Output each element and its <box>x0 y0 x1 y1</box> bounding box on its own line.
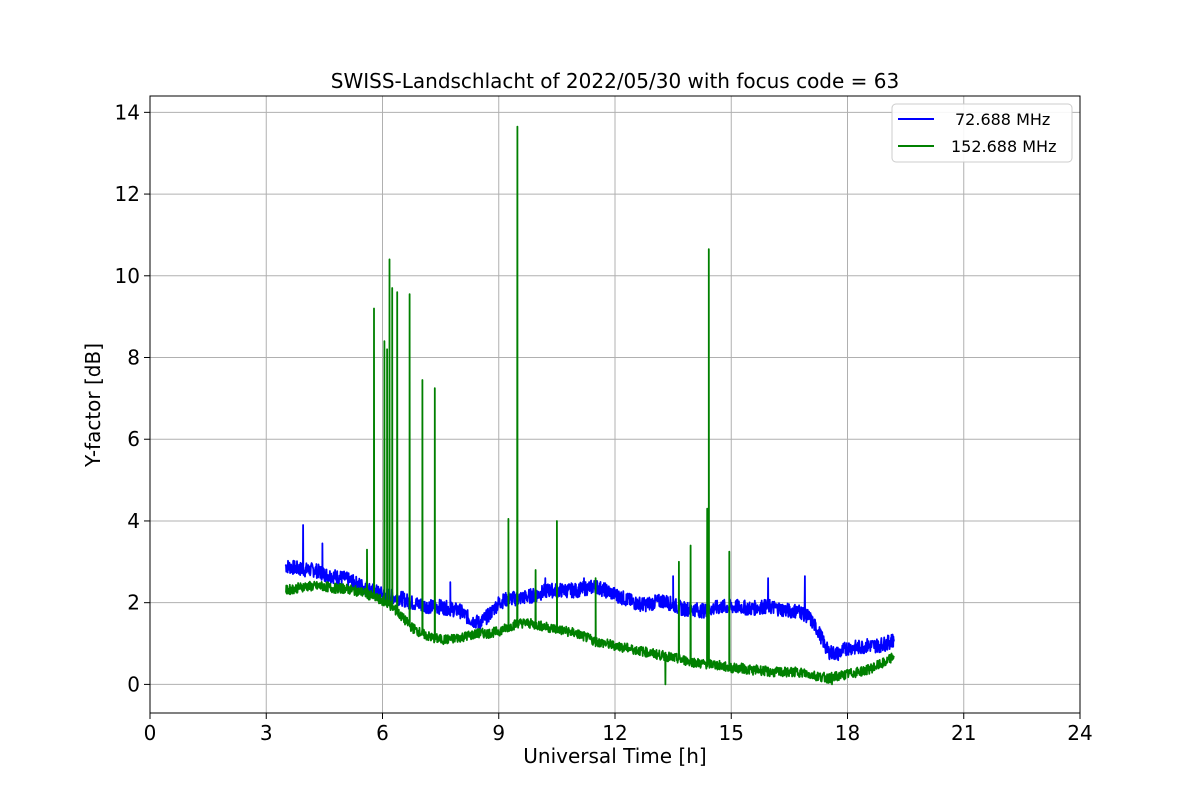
legend: 72.688 MHz 152.688 MHz <box>891 103 1073 163</box>
y-tick-label: 12 <box>115 182 140 206</box>
peak-point-152-688-mhz <box>421 379 423 381</box>
peak-point-152-688-mhz <box>690 544 692 547</box>
peak-point-152-688-mhz <box>556 520 558 522</box>
peak-point-72-688-mhz <box>449 581 451 583</box>
y-axis-title: Y-factor [dB] <box>81 343 105 468</box>
series-line-152-688-mhz <box>285 125 895 686</box>
x-tick-label: 24 <box>1067 721 1092 745</box>
peak-point-152-688-mhz <box>391 287 393 289</box>
peak-point-72-688-mhz <box>583 577 585 579</box>
chart-title: SWISS-Landschlacht of 2022/05/30 with fo… <box>331 69 899 93</box>
peak-point-72-688-mhz <box>767 577 769 579</box>
peak-point-152-688-mhz <box>388 258 391 260</box>
y-axis-ticks: 0 2 4 6 8 10 12 14 <box>115 100 150 696</box>
legend-label-152-688-mhz: 152.688 MHz <box>951 137 1056 156</box>
peak-point-152-688-mhz <box>396 291 398 293</box>
y-tick-label: 6 <box>127 427 140 451</box>
peak-point-152-688-mhz <box>383 340 385 342</box>
y-tick-label: 0 <box>127 672 140 696</box>
peak-point-152-688-mhz <box>728 551 730 553</box>
legend-box <box>891 103 1073 163</box>
x-tick-label: 6 <box>376 721 389 745</box>
x-tick-label: 3 <box>260 721 273 745</box>
peak-point-72-688-mhz <box>804 575 806 577</box>
peak-point-72-688-mhz <box>672 575 674 577</box>
x-tick-label: 15 <box>719 721 744 745</box>
x-tick-label: 21 <box>951 721 976 745</box>
peak-point-152-688-mhz <box>386 348 388 350</box>
peak-point-152-688-mhz <box>516 126 519 128</box>
x-axis-ticks: 0 3 6 9 12 15 18 21 24 <box>144 713 1093 745</box>
peak-point-72-688-mhz <box>302 524 304 526</box>
y-tick-label: 4 <box>127 509 140 533</box>
y-tick-label: 10 <box>115 264 140 288</box>
peak-point-152-688-mhz <box>409 293 411 295</box>
peak-point-152-688-mhz <box>434 387 436 389</box>
x-axis-title: Universal Time [h] <box>523 744 706 768</box>
peak-point-152-688-mhz <box>664 683 667 686</box>
x-tick-label: 18 <box>835 721 860 745</box>
y-tick-label: 8 <box>127 346 140 370</box>
peak-point-152-688-mhz <box>366 549 368 551</box>
peak-point-152-688-mhz <box>535 569 537 571</box>
peak-point-152-688-mhz <box>831 683 833 686</box>
y-tick-label: 14 <box>115 100 140 124</box>
x-tick-label: 9 <box>492 721 505 745</box>
series-layer <box>284 125 895 686</box>
peak-point-152-688-mhz <box>595 577 597 579</box>
legend-label-72-688-mhz: 72.688 MHz <box>955 110 1050 129</box>
peak-point-152-688-mhz <box>373 307 375 310</box>
peak-point-72-688-mhz <box>544 577 546 579</box>
peak-point-152-688-mhz <box>678 561 680 563</box>
series-line-72-688-mhz <box>284 524 895 662</box>
grid <box>149 96 1081 713</box>
x-tick-label: 0 <box>144 721 157 745</box>
peak-point-152-688-mhz <box>708 248 710 250</box>
peak-point-152-688-mhz <box>706 508 708 510</box>
peak-point-72-688-mhz <box>321 542 323 545</box>
x-tick-label: 12 <box>602 721 627 745</box>
y-tick-label: 2 <box>127 591 140 615</box>
peak-point-152-688-mhz <box>507 518 509 520</box>
